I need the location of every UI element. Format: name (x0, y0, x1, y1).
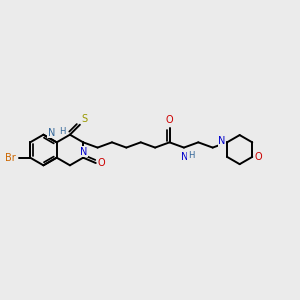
Text: O: O (255, 152, 262, 162)
Text: H: H (188, 151, 194, 160)
Text: N: N (181, 152, 188, 162)
Text: Br: Br (5, 153, 16, 163)
Text: O: O (166, 115, 173, 125)
Text: O: O (98, 158, 105, 168)
Text: N: N (80, 147, 88, 157)
Text: H: H (60, 127, 66, 136)
Text: N: N (48, 128, 55, 138)
Text: S: S (81, 114, 88, 124)
Text: N: N (218, 136, 226, 146)
